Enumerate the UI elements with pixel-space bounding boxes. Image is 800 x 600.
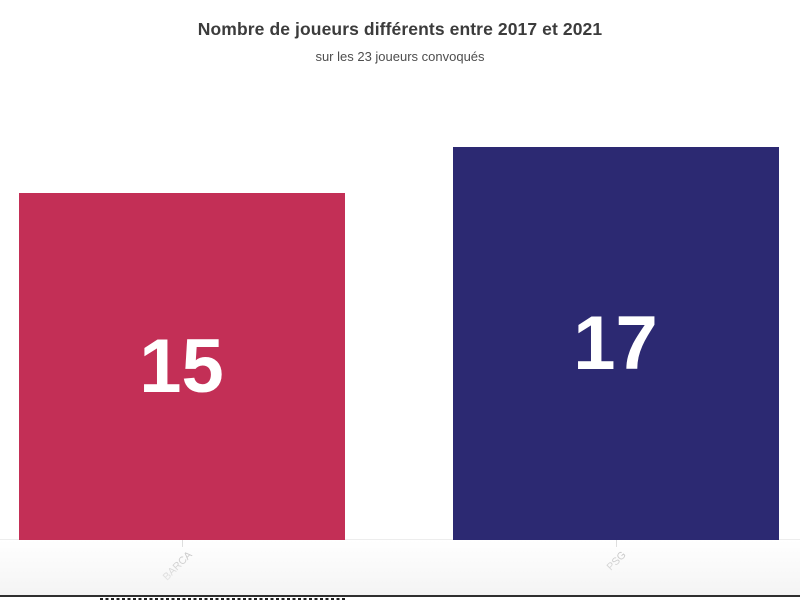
clipped-caption-fragment: [100, 598, 345, 600]
x-tick-mark: [615, 540, 617, 547]
x-tick-label: BARCA: [160, 549, 195, 584]
x-tick-mark: [181, 540, 183, 547]
x-tick-label: PSG: [604, 549, 629, 574]
bar-barca: 15: [18, 193, 345, 540]
x-axis-line: [0, 538, 800, 540]
bar-value-label: 17: [573, 300, 658, 386]
chart-subtitle: sur les 23 joueurs convoqués: [315, 49, 485, 64]
chart-title: Nombre de joueurs différents entre 2017 …: [197, 19, 603, 39]
bar-psg: 17: [452, 147, 779, 540]
bar-value-label: 15: [139, 323, 224, 409]
bottom-rule: [0, 595, 800, 597]
